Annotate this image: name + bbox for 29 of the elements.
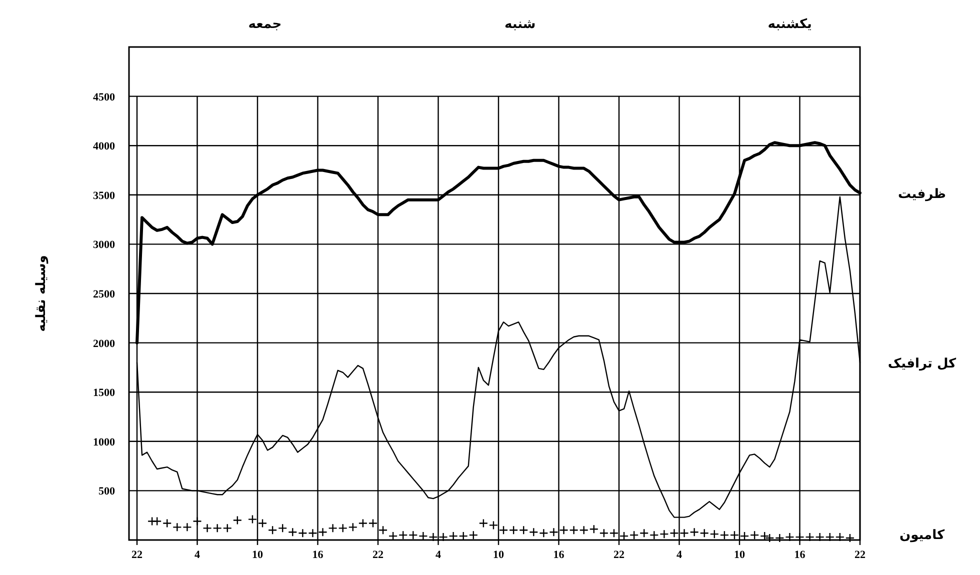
- y-axis-title: وسیله نقلیه: [34, 255, 49, 332]
- y-tick-label: 1000: [93, 436, 116, 448]
- y-tick-label: 4500: [93, 91, 116, 104]
- y-tick-label: 2500: [93, 288, 116, 300]
- y-tick-label: 1500: [93, 387, 116, 400]
- y-tick-label: 3000: [93, 239, 116, 252]
- x-tick-label: 22: [132, 549, 143, 561]
- x-tick-label: 10: [734, 549, 746, 561]
- text: شنبه: [504, 17, 536, 32]
- x-tick-label: 16: [794, 549, 806, 561]
- x-tick-label: 22: [614, 549, 625, 561]
- y-tick-label: 3500: [93, 190, 116, 202]
- x-tick-label: 10: [252, 549, 264, 561]
- y-tick-label: 2000: [93, 338, 116, 350]
- x-tick-label: 22: [372, 549, 384, 561]
- x-tick-label: 4: [194, 549, 200, 561]
- x-tick-label: 4: [676, 549, 682, 561]
- y-tick-label: 4000: [93, 140, 116, 153]
- x-tick-label: 22: [854, 549, 866, 561]
- x-tick-label: 10: [493, 549, 504, 561]
- text: ظرفیت: [898, 186, 946, 202]
- y-tick-label: 500: [98, 486, 116, 498]
- x-tick-label: 16: [553, 549, 565, 561]
- text: کل ترافیک: [888, 356, 957, 372]
- x-tick-label: 16: [312, 549, 324, 561]
- text: جمعه: [248, 17, 282, 32]
- text: کامیون: [899, 528, 945, 543]
- x-tick-label: 4: [436, 549, 442, 561]
- text: یکشنبه: [768, 17, 812, 32]
